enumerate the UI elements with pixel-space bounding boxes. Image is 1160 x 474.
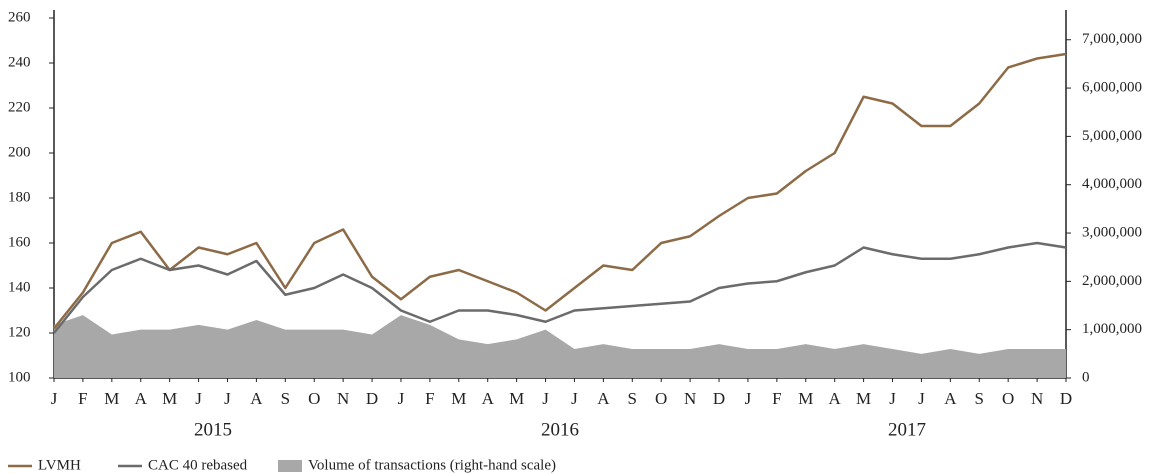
x-tick-label: J (745, 389, 752, 408)
x-tick-label: S (628, 389, 637, 408)
x-tick-label: A (944, 389, 957, 408)
year-label: 2017 (888, 419, 926, 440)
x-tick-label: A (135, 389, 148, 408)
x-tick-label: J (571, 389, 578, 408)
x-tick-label: F (78, 389, 87, 408)
x-tick-label: S (281, 389, 290, 408)
y2-tick-label: 4,000,000 (1082, 176, 1142, 192)
year-label: 2016 (541, 419, 579, 440)
x-tick-label: S (975, 389, 984, 408)
x-tick-label: J (889, 389, 896, 408)
legend-label: Volume of transactions (right-hand scale… (308, 457, 556, 473)
x-tick-label: N (1031, 389, 1043, 408)
y-tick-label: 260 (8, 9, 31, 25)
x-tick-label: J (51, 389, 58, 408)
x-tick-label: N (684, 389, 696, 408)
x-tick-label: D (366, 389, 378, 408)
series-line (53, 241, 1067, 334)
x-tick-label: M (856, 389, 871, 408)
x-tick-label: O (655, 389, 667, 408)
volume-area (54, 315, 1066, 378)
x-tick-label: J (224, 389, 231, 408)
x-tick-label: M (162, 389, 177, 408)
y-tick-label: 180 (8, 189, 31, 205)
y-tick-label: 240 (8, 54, 31, 70)
y-tick-label: 140 (8, 279, 31, 295)
legend-label: CAC 40 rebased (148, 457, 248, 473)
y-tick-label: 120 (8, 324, 31, 340)
x-tick-label: A (250, 389, 263, 408)
x-tick-label: F (425, 389, 434, 408)
y2-tick-label: 7,000,000 (1082, 31, 1142, 47)
y2-tick-label: 6,000,000 (1082, 80, 1142, 96)
x-tick-label: J (195, 389, 202, 408)
x-tick-label: J (918, 389, 925, 408)
y2-tick-label: 0 (1082, 369, 1090, 385)
x-tick-label: A (482, 389, 495, 408)
y2-tick-label: 1,000,000 (1082, 321, 1142, 337)
x-tick-label: J (542, 389, 549, 408)
x-tick-label: A (829, 389, 842, 408)
x-tick-label: D (713, 389, 725, 408)
x-tick-label: M (509, 389, 524, 408)
series-line (53, 52, 1067, 330)
x-tick-label: F (772, 389, 781, 408)
x-tick-label: M (451, 389, 466, 408)
year-label: 2015 (194, 419, 232, 440)
legend-label: LVMH (38, 457, 81, 473)
y2-tick-label: 3,000,000 (1082, 224, 1142, 240)
x-tick-label: M (798, 389, 813, 408)
x-tick-label: J (398, 389, 405, 408)
x-tick-label: M (104, 389, 119, 408)
x-tick-label: O (1002, 389, 1014, 408)
y-tick-label: 220 (8, 99, 31, 115)
y-tick-label: 100 (8, 369, 31, 385)
legend-swatch (278, 460, 302, 472)
y2-tick-label: 2,000,000 (1082, 273, 1142, 289)
y2-tick-label: 5,000,000 (1082, 128, 1142, 144)
x-tick-label: N (337, 389, 349, 408)
x-tick-label: O (308, 389, 320, 408)
x-tick-label: A (597, 389, 610, 408)
y-tick-label: 200 (8, 144, 31, 160)
y-tick-label: 160 (8, 234, 31, 250)
x-tick-label: D (1060, 389, 1072, 408)
